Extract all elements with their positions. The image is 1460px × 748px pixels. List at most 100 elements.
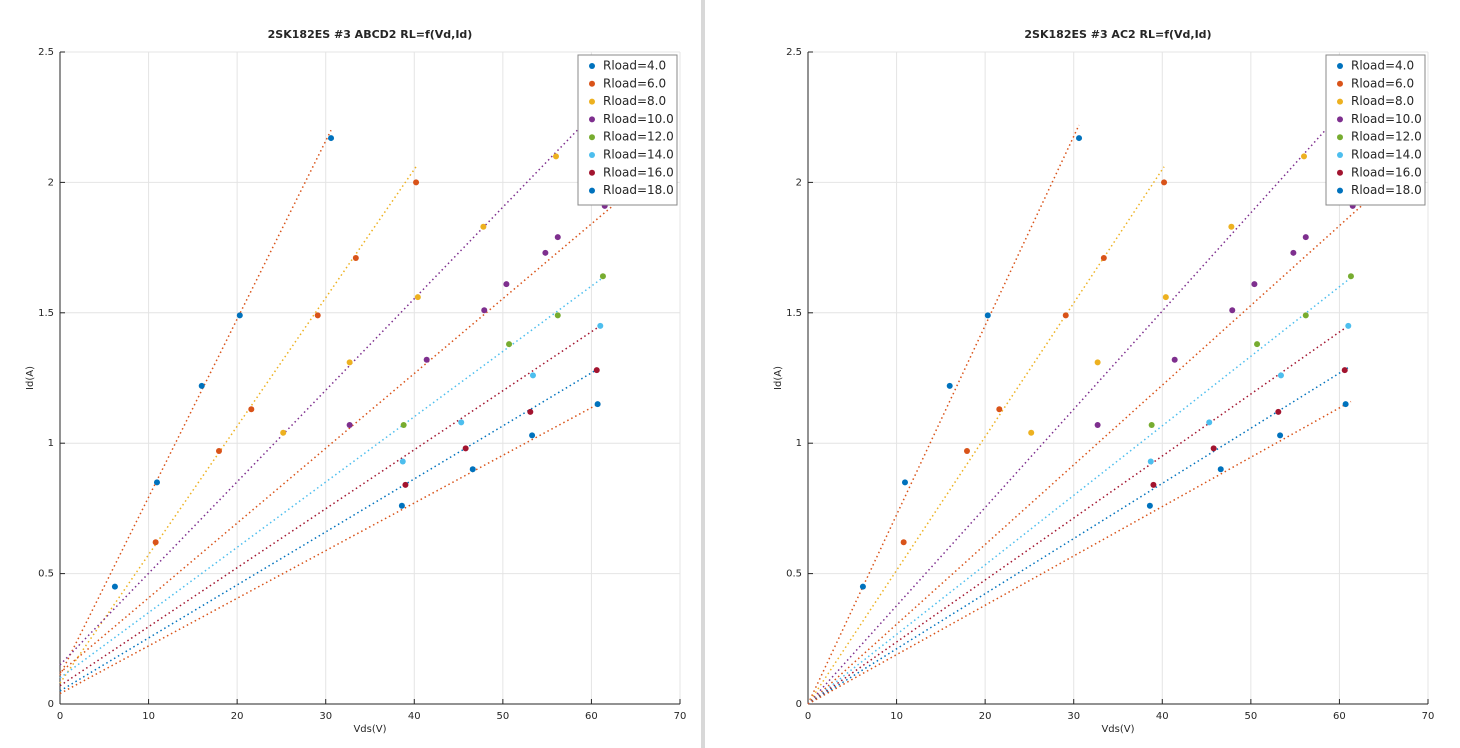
x-tick-label: 60: [585, 711, 598, 722]
x-axis-label: Vds(V): [1101, 724, 1134, 735]
load-line: [59, 366, 601, 692]
load-line: [59, 325, 601, 687]
y-tick-label: 0.5: [786, 569, 802, 580]
legend-label: Rload=16.0: [1351, 165, 1422, 179]
data-point: [236, 312, 243, 319]
data-point: [346, 359, 353, 366]
data-point: [152, 539, 159, 546]
data-point: [599, 273, 606, 280]
legend-label: Rload=8.0: [603, 94, 666, 108]
chart-title: 2SK182ES #3 ABCD2 RL=f(Vd,Id): [268, 28, 473, 41]
data-point: [399, 458, 406, 465]
data-point: [503, 281, 510, 288]
data-point: [529, 432, 536, 439]
legend-marker: [1337, 116, 1343, 123]
data-point: [1228, 223, 1235, 230]
x-tick-label: 0: [805, 711, 811, 722]
y-tick-label: 1.5: [786, 308, 802, 319]
y-tick-label: 1: [796, 438, 802, 449]
x-tick-label: 0: [57, 711, 63, 722]
data-point: [946, 382, 953, 389]
data-point: [1229, 307, 1236, 314]
legend-marker: [1337, 152, 1343, 158]
data-point: [1217, 466, 1224, 473]
data-point: [553, 153, 559, 160]
data-point: [901, 479, 908, 486]
legend-label: Rload=10.0: [1351, 112, 1422, 126]
data-point: [346, 421, 353, 428]
legend-marker: [1337, 63, 1343, 69]
data-point: [111, 583, 118, 590]
data-point: [1301, 153, 1307, 160]
data-point: [963, 448, 970, 455]
load-line: [59, 275, 606, 679]
data-point: [400, 421, 407, 428]
x-tick-label: 30: [319, 711, 332, 722]
x-axis-label: Vds(V): [353, 724, 386, 735]
data-point: [458, 419, 465, 426]
legend-marker: [589, 169, 595, 176]
data-point: [1275, 408, 1282, 415]
x-tick-label: 60: [1333, 711, 1346, 722]
y-tick-label: 0: [796, 699, 802, 710]
data-point: [1150, 481, 1157, 488]
data-point: [1171, 356, 1178, 363]
legend: Rload=4.0 Rload=6.0 Rload=8.0 Rload=10.0 Rlo…: [577, 54, 678, 206]
panel-divider: [701, 0, 705, 748]
legend-label: Rload=12.0: [1351, 130, 1422, 144]
y-tick-label: 1: [48, 438, 54, 449]
x-tick-label: 40: [408, 711, 421, 722]
data-point: [554, 312, 561, 319]
legend-label: Rload=8.0: [1351, 94, 1414, 108]
data-point: [594, 401, 601, 408]
plot-area: [808, 52, 1428, 704]
data-point: [1146, 502, 1153, 509]
data-point: [1062, 312, 1069, 319]
y-tick-label: 2.5: [786, 47, 802, 58]
data-point: [1277, 372, 1284, 379]
data-point: [554, 234, 561, 241]
y-axis-label: Id(A): [773, 366, 784, 390]
load-line: [807, 400, 1352, 705]
load-line: [807, 194, 1374, 705]
data-point: [984, 312, 991, 319]
legend-marker: [1337, 187, 1343, 194]
y-tick-label: 1.5: [38, 308, 54, 319]
load-line: [807, 325, 1349, 705]
data-point: [859, 583, 866, 590]
legend-box: [577, 54, 678, 206]
data-point: [469, 466, 476, 473]
y-tick-label: 0: [48, 699, 54, 710]
legend-label: Rload=4.0: [1351, 59, 1414, 73]
legend-marker: [1337, 134, 1343, 141]
data-point: [481, 307, 488, 314]
load-line: [807, 275, 1354, 705]
data-point: [198, 382, 205, 389]
data-point: [1347, 273, 1354, 280]
data-point: [1277, 432, 1284, 439]
data-point: [480, 223, 487, 230]
y-tick-label: 2: [48, 177, 54, 188]
data-point: [1094, 359, 1101, 366]
data-point: [1206, 419, 1213, 426]
data-point: [527, 408, 534, 415]
legend-marker: [589, 152, 595, 158]
x-tick-label: 70: [674, 711, 687, 722]
data-point: [1342, 401, 1349, 408]
load-line: [59, 400, 604, 695]
data-point: [1148, 421, 1155, 428]
data-point: [1162, 294, 1169, 301]
data-point: [1290, 249, 1297, 256]
legend-label: Rload=6.0: [1351, 76, 1414, 90]
data-point: [1251, 281, 1258, 288]
x-tick-label: 10: [142, 711, 155, 722]
legend-label: Rload=14.0: [603, 148, 674, 162]
data-point: [1161, 179, 1168, 186]
legend-label: Rload=12.0: [603, 130, 674, 144]
data-point: [1341, 367, 1348, 374]
data-point: [328, 135, 335, 142]
data-point: [248, 406, 255, 413]
data-point: [996, 406, 1003, 413]
legend-label: Rload=14.0: [1351, 148, 1422, 162]
x-tick-label: 50: [496, 711, 509, 722]
